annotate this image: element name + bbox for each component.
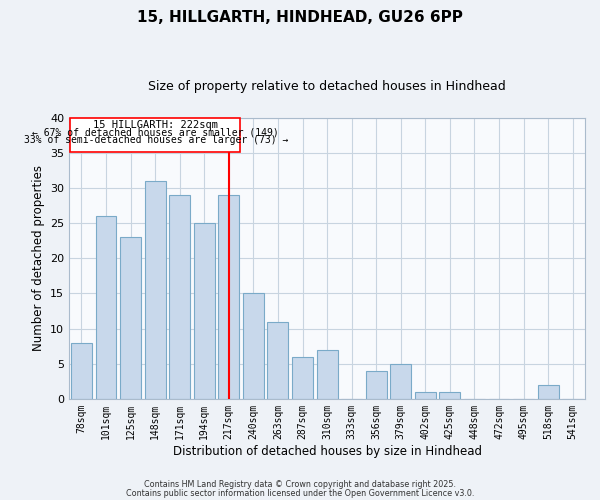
Text: Contains public sector information licensed under the Open Government Licence v3: Contains public sector information licen…: [126, 488, 474, 498]
Bar: [268, 322, 289, 399]
FancyBboxPatch shape: [70, 118, 240, 152]
Text: ← 67% of detached houses are smaller (149): ← 67% of detached houses are smaller (14…: [32, 128, 279, 138]
Bar: [145, 181, 166, 399]
Bar: [194, 223, 215, 399]
Y-axis label: Number of detached properties: Number of detached properties: [32, 166, 44, 352]
Bar: [317, 350, 338, 399]
Text: 15 HILLGARTH: 222sqm: 15 HILLGARTH: 222sqm: [93, 120, 218, 130]
Bar: [243, 294, 264, 399]
Title: Size of property relative to detached houses in Hindhead: Size of property relative to detached ho…: [148, 80, 506, 93]
Bar: [120, 237, 141, 399]
Bar: [538, 385, 559, 399]
Text: 15, HILLGARTH, HINDHEAD, GU26 6PP: 15, HILLGARTH, HINDHEAD, GU26 6PP: [137, 10, 463, 25]
Bar: [292, 356, 313, 399]
Bar: [366, 370, 386, 399]
Text: 33% of semi-detached houses are larger (73) →: 33% of semi-detached houses are larger (…: [23, 136, 288, 145]
Bar: [415, 392, 436, 399]
Bar: [391, 364, 411, 399]
Bar: [218, 195, 239, 399]
Bar: [71, 342, 92, 399]
Bar: [169, 195, 190, 399]
Bar: [439, 392, 460, 399]
Text: Contains HM Land Registry data © Crown copyright and database right 2025.: Contains HM Land Registry data © Crown c…: [144, 480, 456, 489]
X-axis label: Distribution of detached houses by size in Hindhead: Distribution of detached houses by size …: [173, 444, 482, 458]
Bar: [95, 216, 116, 399]
